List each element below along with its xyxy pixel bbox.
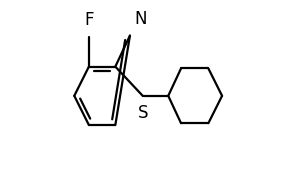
Text: F: F <box>84 11 94 29</box>
Text: N: N <box>134 10 146 28</box>
Text: S: S <box>137 104 148 122</box>
